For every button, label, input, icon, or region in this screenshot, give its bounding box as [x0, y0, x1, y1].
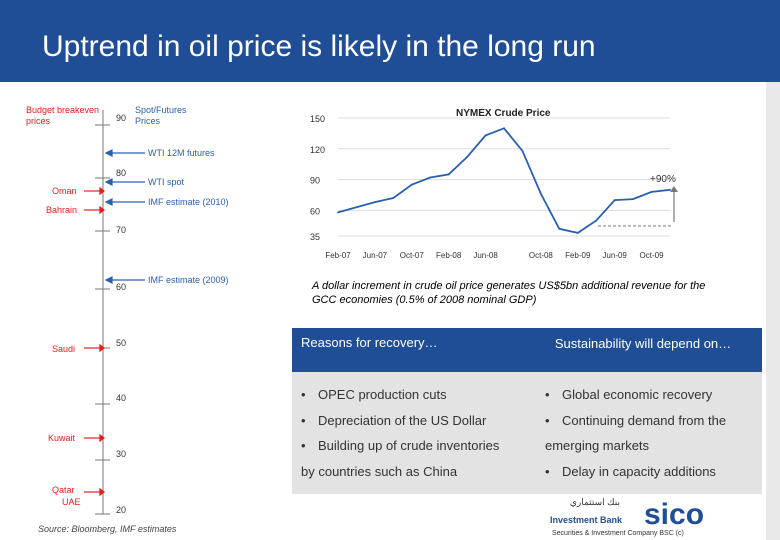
bullet-icon: •	[545, 387, 550, 402]
bullet-icon: •	[545, 463, 550, 479]
x-tick-label: Jun-08	[473, 251, 498, 260]
reasons-header: Reasons for recovery… Sustainability wil…	[292, 328, 762, 372]
tick-70: 70	[116, 225, 126, 235]
tick-90: 90	[116, 113, 126, 123]
label-oman: Oman	[52, 186, 77, 196]
scale-left-header-2: prices	[26, 116, 51, 126]
list-item-continuation: emerging markets	[545, 438, 650, 453]
x-tick-label: Feb-07	[325, 251, 351, 260]
y-tick-label: 35	[310, 232, 320, 242]
data-point	[503, 127, 505, 130]
bullet-icon: •	[301, 412, 306, 428]
reasons-right-list: • Global economic recovery • Continuing de…	[545, 382, 760, 484]
data-point	[337, 211, 339, 214]
scale-left-header: Budget breakeven	[26, 105, 99, 115]
x-tick-label: Feb-08	[436, 251, 462, 260]
bullet-icon: •	[301, 387, 306, 402]
series-line-nymex	[337, 127, 671, 234]
slide-title: Uptrend in oil price is likely in the lo…	[42, 30, 596, 63]
reasons-right-header: Sustainability will depend on…	[554, 336, 732, 351]
source-note: Source: Bloomberg, IMF estimates	[38, 524, 177, 534]
chart-title: NYMEX Crude Price	[456, 108, 551, 119]
data-point	[632, 198, 635, 200]
data-point	[466, 156, 469, 158]
list-item-continuation: by countries such as China	[301, 463, 458, 479]
label-kuwait: Kuwait	[48, 433, 76, 443]
y-tick-label: 120	[310, 145, 325, 155]
reasons-left-list: • OPEC production cuts • Depreciation of t…	[301, 382, 541, 484]
y-tick-label: 150	[310, 114, 325, 124]
bullet-icon: •	[301, 438, 306, 453]
bullet-icon: •	[545, 412, 550, 428]
data-point	[613, 199, 616, 201]
data-point	[429, 176, 432, 179]
data-point	[576, 232, 579, 234]
logo-brand: sico	[644, 498, 704, 529]
breakeven-scale: Budget breakeven prices Spot/Futures Pri…	[0, 82, 290, 532]
x-tick-label: Jun-07	[363, 251, 388, 260]
label-bahrain: Bahrain	[46, 205, 77, 215]
logo-arabic: بنك استثماري	[570, 497, 620, 508]
data-point	[595, 219, 598, 222]
logo-bank-text: Investment Bank	[550, 515, 623, 525]
x-tick-label: Jun-09	[602, 251, 627, 260]
list-item: • Building up of crude inventories	[301, 433, 541, 459]
company-footer: Securities & Investment Company BSC (c)	[552, 530, 684, 537]
scale-right-header-2: Prices	[135, 116, 161, 126]
data-point	[373, 201, 376, 204]
tick-50: 50	[116, 338, 126, 348]
label-wti-spot: WTI spot	[148, 177, 185, 187]
nymex-chart: NYMEX Crude Price 150 120 90 60 35 Feb-07 Jun…	[298, 100, 690, 270]
y-tick-label: 60	[310, 206, 320, 216]
label-imf-2010: IMF estimate (2010)	[148, 197, 229, 207]
list-item: • Global economic recovery	[545, 382, 760, 408]
label-uae: UAE	[62, 497, 81, 507]
scale-right-header: Spot/Futures	[135, 105, 187, 115]
label-wti-12m: WTI 12M futures	[148, 148, 215, 158]
x-tick-label: Oct-08	[529, 251, 554, 260]
list-item: • Depreciation of the US Dollar	[301, 408, 541, 434]
data-point	[669, 188, 671, 191]
reasons-box: Reasons for recovery… Sustainability wil…	[292, 328, 762, 494]
data-point	[392, 197, 395, 199]
tick-30: 30	[116, 449, 126, 459]
data-point	[539, 193, 542, 195]
label-imf-2009: IMF estimate (2009)	[148, 275, 229, 285]
data-point	[355, 206, 358, 209]
chart-caption: A dollar increment in crude oil price ge…	[312, 280, 706, 306]
list-item: • Continuing demand from the	[545, 408, 760, 434]
growth-arrowhead	[670, 186, 678, 192]
data-point	[484, 134, 487, 137]
x-tick-label: Feb-09	[565, 251, 591, 260]
data-point	[558, 227, 561, 230]
nymex-chart-svg: NYMEX Crude Price 150 120 90 60 35 Feb-07 Jun…	[310, 108, 678, 260]
right-strip	[766, 82, 780, 540]
reasons-left-header: Reasons for recovery…	[301, 335, 438, 350]
list-item: • Delay in capacity additions	[545, 459, 760, 485]
title-bar: Uptrend in oil price is likely in the lo…	[0, 0, 780, 82]
label-saudi: Saudi	[52, 344, 75, 354]
sico-logo: بنك استثماري Investment Bank sico	[548, 493, 718, 531]
data-point	[650, 190, 653, 193]
x-tick-label: Oct-09	[640, 251, 665, 260]
tick-80: 80	[116, 168, 126, 178]
data-point	[447, 173, 450, 176]
tick-20: 20	[116, 505, 126, 515]
data-point	[521, 149, 524, 152]
x-tick-label: Oct-07	[400, 251, 425, 260]
data-point	[410, 183, 413, 186]
tick-60: 60	[116, 282, 126, 292]
label-qatar: Qatar	[52, 485, 75, 495]
list-item: • OPEC production cuts	[301, 382, 541, 408]
growth-annotation: +90%	[650, 174, 676, 185]
tick-40: 40	[116, 393, 126, 403]
y-tick-label: 90	[310, 176, 320, 186]
